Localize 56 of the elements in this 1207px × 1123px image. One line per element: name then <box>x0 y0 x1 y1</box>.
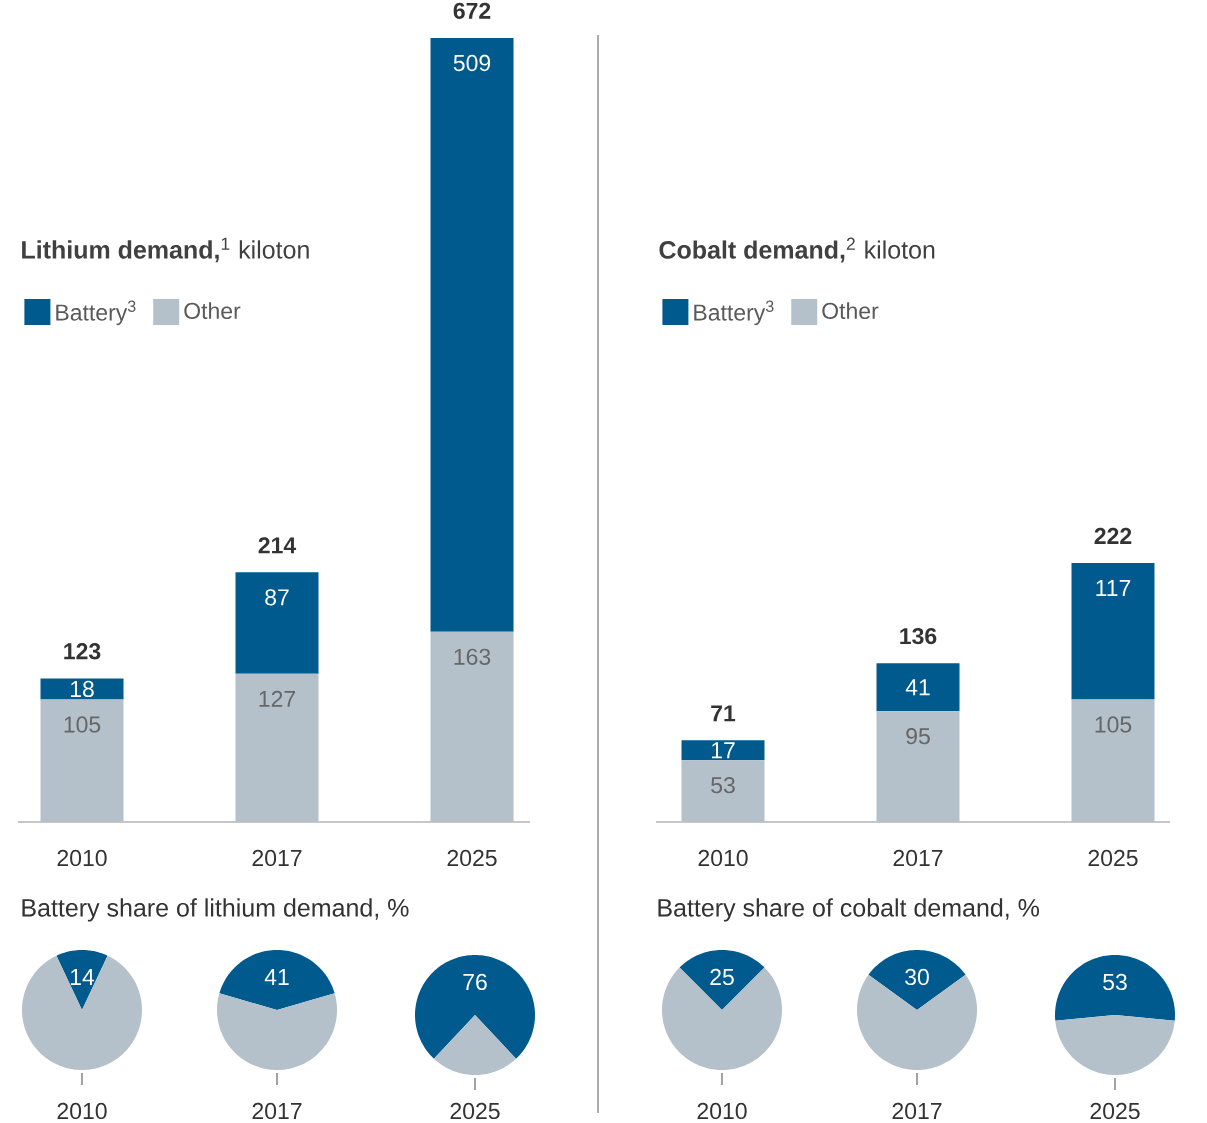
legend-label: Other <box>184 302 241 320</box>
data-label: 18 <box>70 680 94 698</box>
bar <box>1071 562 1155 700</box>
data-label: 41 <box>264 969 289 985</box>
x-tick-label: 2025 <box>447 849 497 867</box>
data-label: 25 <box>710 968 734 986</box>
text: 2025 <box>1090 1102 1140 1120</box>
legend-label: Other <box>822 302 879 320</box>
data-label: 14 <box>70 969 95 985</box>
chart-title: Cobalt demand,$^{2}$ kiloton <box>659 237 935 263</box>
bar <box>876 663 960 712</box>
text: 2010 <box>697 1102 747 1120</box>
text: 2010 <box>57 1102 107 1120</box>
total-label: 123 <box>64 643 101 660</box>
legend-label: Battery$^{3}$ <box>694 300 774 326</box>
bar <box>235 572 319 674</box>
data-label: 53 <box>1103 973 1127 991</box>
total-label: 222 <box>1094 527 1132 544</box>
data-label: 509 <box>453 54 491 72</box>
data-label: 76 <box>463 973 487 991</box>
text: 2017 <box>892 1102 942 1120</box>
bar <box>876 711 960 822</box>
total-label: 672 <box>453 2 491 19</box>
data-label: 41 <box>905 679 930 696</box>
x-tick-label: 2010 <box>57 849 107 867</box>
data-label: 17 <box>711 742 735 759</box>
text: 2017 <box>252 1102 302 1120</box>
bar <box>430 631 514 822</box>
total-label: 71 <box>711 705 736 722</box>
data-label: 105 <box>64 716 101 733</box>
total-label: 136 <box>900 627 937 645</box>
text: Lithium demand,$^{1}$ kiloton <box>22 237 309 263</box>
bar <box>681 760 765 822</box>
data-label: 163 <box>454 648 491 665</box>
text: Battery share of cobalt demand, % <box>658 898 1039 922</box>
x-tick-label: 2025 <box>1088 849 1138 867</box>
bar <box>40 678 124 700</box>
data-label: 117 <box>1096 580 1131 596</box>
text: Battery share of lithium demand, % <box>22 898 409 922</box>
data-label: 127 <box>259 690 296 707</box>
data-label: 95 <box>906 728 930 745</box>
bar <box>235 673 319 822</box>
bar <box>681 740 765 761</box>
data-label: 53 <box>711 777 735 794</box>
x-tick-label: 2010 <box>698 849 748 867</box>
x-tick-label: 2017 <box>252 849 302 867</box>
data-label: 105 <box>1095 716 1132 733</box>
legend-label: Battery$^{3}$ <box>56 300 136 326</box>
bar <box>1071 699 1155 822</box>
total-label: 214 <box>258 537 297 554</box>
data-label: 87 <box>265 589 289 606</box>
text: 2025 <box>450 1102 500 1120</box>
x-tick-label: 2017 <box>893 849 943 867</box>
bar <box>430 37 514 632</box>
data-label: 30 <box>905 968 929 986</box>
bar <box>40 699 124 822</box>
